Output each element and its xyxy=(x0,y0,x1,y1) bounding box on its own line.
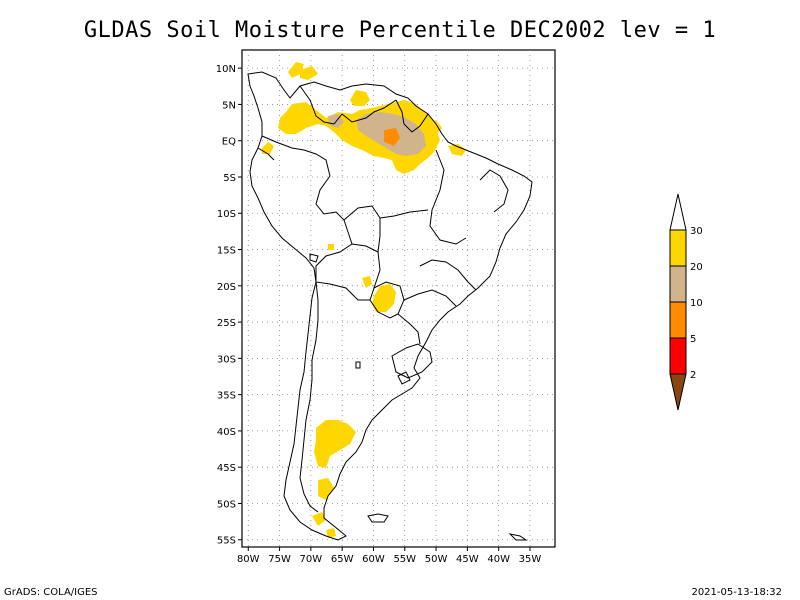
border-argentina-brazil xyxy=(397,313,421,345)
lon-tick-label: 60W xyxy=(362,554,385,565)
lat-tick-label: 55S xyxy=(217,536,236,547)
colorbar-label: 30 xyxy=(690,226,703,237)
shade-venezuela-north-lt30 xyxy=(350,90,370,106)
lat-tick-label: 15S xyxy=(217,246,236,257)
shade-patagonia-lt30 xyxy=(314,420,356,468)
border-brazil-states3 xyxy=(419,259,477,291)
falklands xyxy=(367,513,389,523)
longitude-tick-labels: 80W 75W 70W 65W 60W 55W 50W 45W 40W 35W xyxy=(237,547,541,565)
salt-flat xyxy=(355,361,361,369)
percentile-shading xyxy=(262,62,466,538)
colorbar-segment xyxy=(669,301,687,339)
lat-tick-label: 5N xyxy=(222,100,236,111)
border-paraguay xyxy=(369,281,405,319)
shade-colombia-top2-lt30 xyxy=(300,66,318,80)
lon-tick-label: 70W xyxy=(300,554,323,565)
lon-tick-label: 65W xyxy=(331,554,354,565)
border-ecuador-peru xyxy=(257,147,275,161)
lat-tick-label: 20S xyxy=(217,282,236,293)
shade-amapa-lt30 xyxy=(448,144,466,156)
lon-tick-label: 45W xyxy=(456,554,479,565)
border-brazil-states2 xyxy=(379,209,429,219)
lat-tick-label: 30S xyxy=(217,354,236,365)
border-brazil-bolivia xyxy=(343,205,381,253)
colorbar-segment xyxy=(669,337,687,375)
lat-tick-label: 45S xyxy=(217,463,236,474)
border-uruguay xyxy=(391,343,433,379)
shade-tierra2-lt30 xyxy=(326,528,336,538)
colorbar-label: 10 xyxy=(690,298,703,309)
lon-tick-label: 50W xyxy=(425,554,448,565)
lat-tick-label: 40S xyxy=(217,427,236,438)
colorbar-label: 20 xyxy=(690,262,703,273)
lat-tick-label: 50S xyxy=(217,499,236,510)
footer-timestamp: 2021-05-13-18:32 xyxy=(691,587,782,598)
latitude-tick-labels: 10N 5N EQ 5S 10S 15S 20S 25S 30S 35S 40S 45S 50S 55S xyxy=(216,64,242,547)
border-bolivia xyxy=(315,243,381,301)
shade-ecuador-lt30 xyxy=(262,142,274,154)
border-brazil-states5 xyxy=(403,289,457,307)
lon-tick-label: 40W xyxy=(487,554,510,565)
shade-bolivia-lt30 xyxy=(362,276,372,288)
colorbar-segment xyxy=(669,265,687,303)
border-colombia-peru xyxy=(261,135,331,177)
lon-tick-label: 80W xyxy=(237,554,260,565)
lat-tick-label: EQ xyxy=(222,137,236,148)
south-georgia xyxy=(508,533,528,541)
lon-tick-label: 75W xyxy=(268,554,291,565)
shade-paraguay-lt30 xyxy=(372,284,396,312)
footer-credit: GrADS: COLA/IGES xyxy=(4,587,98,598)
border-brazil-states xyxy=(429,149,467,245)
shade-sfrench-lt30 xyxy=(426,120,442,136)
colorbar-bottom-arrow xyxy=(669,373,687,411)
border-argentina-chile xyxy=(299,281,319,513)
shade-patagonia2-lt30 xyxy=(318,478,334,500)
map-frame xyxy=(241,49,556,548)
lat-tick-label: 35S xyxy=(217,391,236,402)
colorbar-segment xyxy=(669,229,687,267)
border-guyana xyxy=(395,99,429,133)
shade-peru-lt30 xyxy=(328,244,334,250)
border-venezuela-brazil xyxy=(341,99,397,123)
colorbar: 30 20 10 5 2 xyxy=(669,193,703,411)
border-peru-brazil xyxy=(315,175,353,245)
lagoa-mirim xyxy=(397,371,411,385)
lake-titicaca xyxy=(309,253,319,263)
lon-tick-label: 35W xyxy=(519,554,542,565)
coastlines xyxy=(247,71,533,541)
colorbar-top-arrow xyxy=(669,193,687,231)
lat-tick-label: 10N xyxy=(216,64,236,75)
graticule xyxy=(242,50,555,547)
lat-tick-label: 10S xyxy=(217,209,236,220)
south-america-outline xyxy=(247,71,533,541)
shade-guyana-lt10 xyxy=(384,128,400,146)
colorbar-label: 5 xyxy=(690,334,696,345)
shade-tierra-lt30 xyxy=(312,512,326,526)
border-brazil-states4 xyxy=(479,169,509,213)
lon-tick-label: 55W xyxy=(393,554,416,565)
border-colombia-venezuela xyxy=(299,85,343,125)
lat-tick-label: 5S xyxy=(223,173,236,184)
colorbar-label: 2 xyxy=(690,370,696,381)
lat-tick-label: 25S xyxy=(217,318,236,329)
chart-title: GLDAS Soil Moisture Percentile DEC2002 l… xyxy=(83,18,717,43)
